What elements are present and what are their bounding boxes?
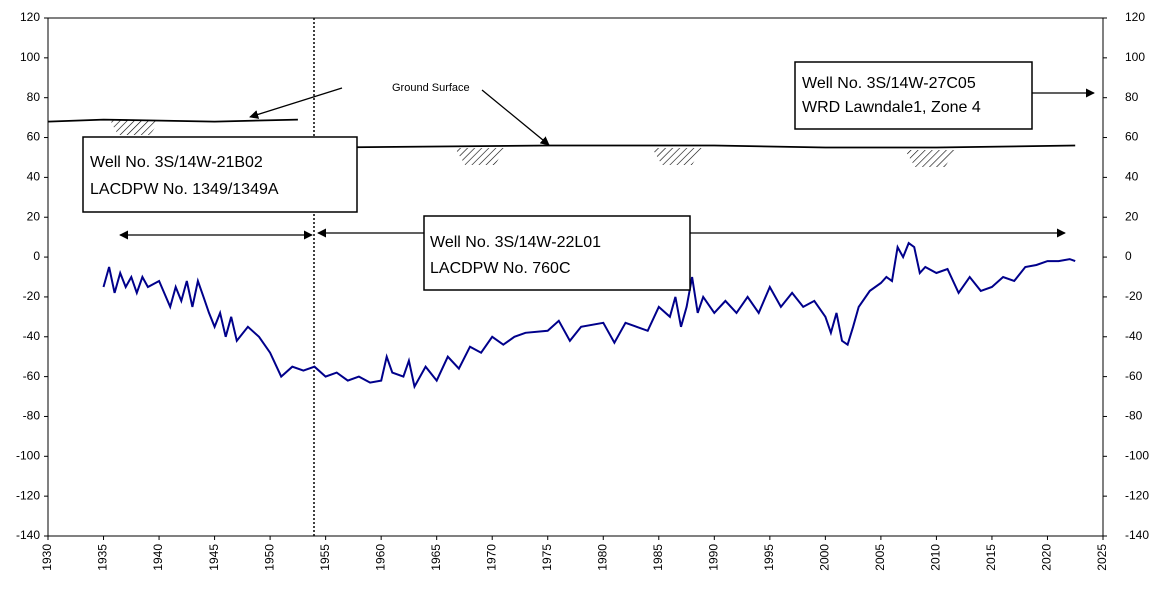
y2-tick-label: 0 [1125, 249, 1132, 263]
y-tick-label: -80 [23, 409, 41, 423]
x-tick-label: 1940 [151, 544, 165, 571]
x-tick-label: 1950 [262, 544, 276, 571]
y2-tick-label: 40 [1125, 170, 1139, 184]
y-tick-label: 100 [20, 50, 40, 64]
x-tick-label: 2015 [984, 544, 998, 571]
annotation: Well No. 3S/14W-22L01 [430, 234, 601, 251]
x-tick-label: 1995 [762, 544, 776, 571]
y2-tick-label: 120 [1125, 10, 1145, 24]
y2-tick-label: 100 [1125, 50, 1145, 64]
y2-tick-label: -80 [1125, 409, 1143, 423]
x-tick-label: 1985 [651, 544, 665, 571]
series-line [47, 118, 1076, 149]
y-tick-label: 80 [27, 90, 41, 104]
y-tick-label: 120 [20, 10, 40, 24]
annotation: WRD Lawndale1, Zone 4 [802, 99, 981, 116]
annotation: LACDPW No. 1349/1349A [90, 181, 279, 198]
x-tick-label: 1970 [484, 544, 498, 571]
series-line [102, 241, 1076, 390]
y-tick-label: 60 [27, 130, 41, 144]
x-tick-label: 1960 [373, 544, 387, 571]
x-tick-label: 2005 [873, 544, 887, 571]
y-tick-label: 0 [33, 249, 40, 263]
y2-tick-label: -20 [1125, 289, 1143, 303]
y-tick-label: 40 [27, 170, 41, 184]
well-box: Well No. 3S/14W-22L01 LACDPW No. 760C [423, 215, 691, 291]
x-tick-label: 2010 [929, 544, 943, 571]
y-tick-label: -100 [16, 448, 40, 462]
plot-frame [47, 17, 1104, 537]
x-tick-label: 2000 [818, 544, 832, 571]
y2-tick-label: 80 [1125, 90, 1139, 104]
y-tick-label: 20 [27, 209, 41, 223]
y2-tick-label: -120 [1125, 488, 1149, 502]
y2-tick-label: 60 [1125, 130, 1139, 144]
ground-surface-label: Ground Surface [392, 82, 470, 94]
x-tick-label: 1975 [540, 544, 554, 571]
x-tick-label: 1980 [595, 544, 609, 571]
y-tick-label: -20 [23, 289, 41, 303]
y-tick-label: -40 [23, 329, 41, 343]
x-tick-label: 2025 [1095, 544, 1109, 571]
annotation: Well No. 3S/14W-21B02 [90, 154, 263, 171]
well-box: Well No. 3S/14W-21B02 LACDPW No. 1349/13… [82, 136, 358, 213]
x-tick-label: 1965 [429, 544, 443, 571]
y2-tick-label: 20 [1125, 209, 1139, 223]
annotation: LACDPW No. 760C [430, 260, 571, 277]
y2-tick-label: -100 [1125, 448, 1149, 462]
hatches [110, 120, 955, 167]
y-tick-label: -120 [16, 488, 40, 502]
x-tick-label: 1990 [706, 544, 720, 571]
annotation: Well No. 3S/14W-27C05 [802, 75, 976, 92]
well-box: Well No. 3S/14W-27C05 WRD Lawndale1, Zon… [794, 61, 1033, 130]
y-tick-label: -60 [23, 369, 41, 383]
x-tick-label: 2020 [1040, 544, 1054, 571]
x-tick-label: 1955 [318, 544, 332, 571]
y2-tick-label: -60 [1125, 369, 1143, 383]
x-tick-label: 1930 [40, 544, 54, 571]
x-tick-label: 1935 [96, 544, 110, 571]
y-tick-label: -140 [16, 528, 40, 542]
y2-tick-label: -40 [1125, 329, 1143, 343]
y2-tick-label: -140 [1125, 528, 1149, 542]
x-tick-label: 1945 [207, 544, 221, 571]
